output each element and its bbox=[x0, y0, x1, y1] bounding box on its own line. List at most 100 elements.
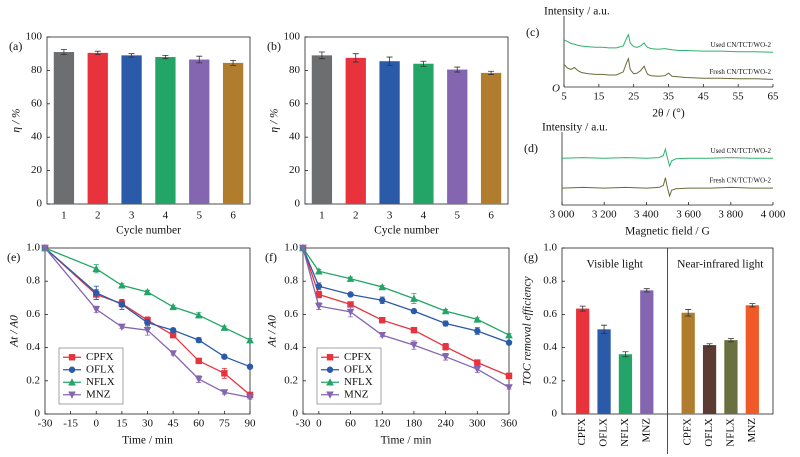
marker bbox=[326, 366, 334, 373]
x-tick-label: 5 bbox=[455, 210, 461, 222]
error-bar bbox=[352, 53, 359, 63]
error-bar bbox=[749, 303, 756, 308]
group-label: Visible light bbox=[587, 259, 644, 271]
legend-label: MNZ bbox=[344, 388, 369, 400]
error-bar bbox=[706, 343, 713, 347]
error-bar bbox=[488, 70, 495, 75]
marker bbox=[220, 323, 229, 331]
series-line bbox=[44, 247, 251, 396]
marker bbox=[195, 336, 202, 344]
marker bbox=[169, 302, 177, 311]
marker bbox=[220, 389, 229, 397]
y-axis-title: At / A0 bbox=[9, 315, 21, 348]
series-line bbox=[302, 247, 510, 336]
x-tick-label: 30 bbox=[142, 418, 154, 430]
x-axis-title: Cycle number bbox=[116, 225, 181, 237]
x-tick-label: 3 000 bbox=[550, 209, 575, 221]
x-tick-label: -15 bbox=[63, 418, 78, 430]
marker bbox=[473, 315, 482, 323]
x-tick-label: NFLX bbox=[619, 418, 631, 447]
y-tick-label: 0 bbox=[552, 408, 558, 420]
marker bbox=[118, 281, 126, 289]
bar bbox=[413, 63, 434, 204]
marker bbox=[92, 264, 101, 272]
marker bbox=[505, 339, 513, 346]
marker bbox=[143, 326, 152, 335]
x-tick-label: OFLX bbox=[703, 418, 715, 447]
x-tick-label: 3 bbox=[387, 210, 393, 222]
y-axis-title: TOC removal efficiency bbox=[522, 275, 534, 385]
legend-label: OFLX bbox=[344, 363, 373, 375]
error-bar bbox=[196, 55, 203, 64]
marker bbox=[347, 291, 354, 298]
y-tick-label: 20 bbox=[31, 164, 43, 176]
x-tick-label: 2 bbox=[353, 210, 359, 222]
error-bar bbox=[454, 66, 461, 73]
y-tick-label: 0.6 bbox=[284, 308, 298, 320]
x-axis-title: Time / min bbox=[381, 435, 432, 447]
marker bbox=[378, 283, 387, 291]
marker bbox=[194, 375, 203, 384]
x-tick-label: 25 bbox=[628, 91, 640, 103]
x-tick-label: 60 bbox=[193, 418, 205, 430]
series-line bbox=[44, 247, 251, 368]
error-bar bbox=[230, 59, 237, 66]
y-axis-title: At / A0 bbox=[267, 315, 279, 348]
bar bbox=[155, 57, 176, 204]
marker bbox=[379, 317, 386, 324]
bar bbox=[311, 55, 333, 205]
marker bbox=[169, 326, 177, 334]
marker bbox=[410, 294, 418, 302]
x-tick-label: CPFX bbox=[576, 418, 588, 446]
series-line bbox=[561, 147, 773, 168]
x-tick-label: 65 bbox=[768, 91, 780, 103]
panel-label: (b) bbox=[267, 39, 281, 53]
marker bbox=[442, 343, 449, 350]
x-tick-label: 75 bbox=[219, 418, 231, 430]
marker bbox=[441, 353, 450, 361]
marker bbox=[441, 307, 450, 315]
error-bar bbox=[386, 56, 393, 66]
y-tick-label: 0.8 bbox=[543, 275, 557, 287]
x-tick-label: 120 bbox=[374, 418, 391, 430]
x-tick-label: 2 bbox=[95, 210, 101, 222]
bar bbox=[597, 329, 611, 414]
marker bbox=[143, 287, 152, 296]
marker bbox=[315, 291, 323, 298]
panel-label: (f) bbox=[265, 250, 277, 264]
error-bar bbox=[318, 51, 325, 60]
marker bbox=[118, 301, 126, 308]
origin-label: O bbox=[552, 83, 560, 95]
marker bbox=[442, 320, 449, 327]
legend-label: CPFX bbox=[86, 351, 114, 363]
series-label: Fresh CN/TCT/WO-2 bbox=[709, 177, 771, 185]
bar bbox=[618, 354, 633, 414]
y-tick-label: 80 bbox=[289, 64, 301, 76]
marker bbox=[346, 308, 355, 316]
bar bbox=[121, 55, 142, 205]
bar bbox=[189, 59, 210, 204]
marker bbox=[246, 363, 254, 370]
x-tick-label: OFLX bbox=[598, 418, 610, 447]
series-label: Used CN/TCT/WO-2 bbox=[711, 147, 772, 155]
series-line bbox=[302, 247, 510, 344]
marker bbox=[246, 336, 254, 344]
bar bbox=[345, 57, 366, 204]
marker bbox=[68, 391, 76, 399]
series-line bbox=[44, 247, 251, 341]
y-tick-label: 1.0 bbox=[26, 242, 40, 254]
marker bbox=[505, 372, 513, 380]
x-tick-label: 180 bbox=[406, 418, 423, 430]
panel-label: (c) bbox=[526, 25, 539, 39]
y-tick-label: 0.4 bbox=[284, 341, 298, 353]
x-tick-label: 1 bbox=[319, 210, 325, 222]
marker bbox=[315, 302, 323, 311]
error-bar bbox=[727, 338, 734, 343]
series-line bbox=[561, 177, 773, 198]
marker bbox=[474, 327, 481, 335]
y-tick-label: 0 bbox=[295, 198, 301, 210]
y-axis-title: Intensity / a.u. bbox=[544, 6, 610, 18]
panel-label: (a) bbox=[9, 39, 22, 53]
y-tick-label: 0.4 bbox=[26, 341, 40, 353]
group-label: Near-infrared light bbox=[677, 259, 764, 271]
